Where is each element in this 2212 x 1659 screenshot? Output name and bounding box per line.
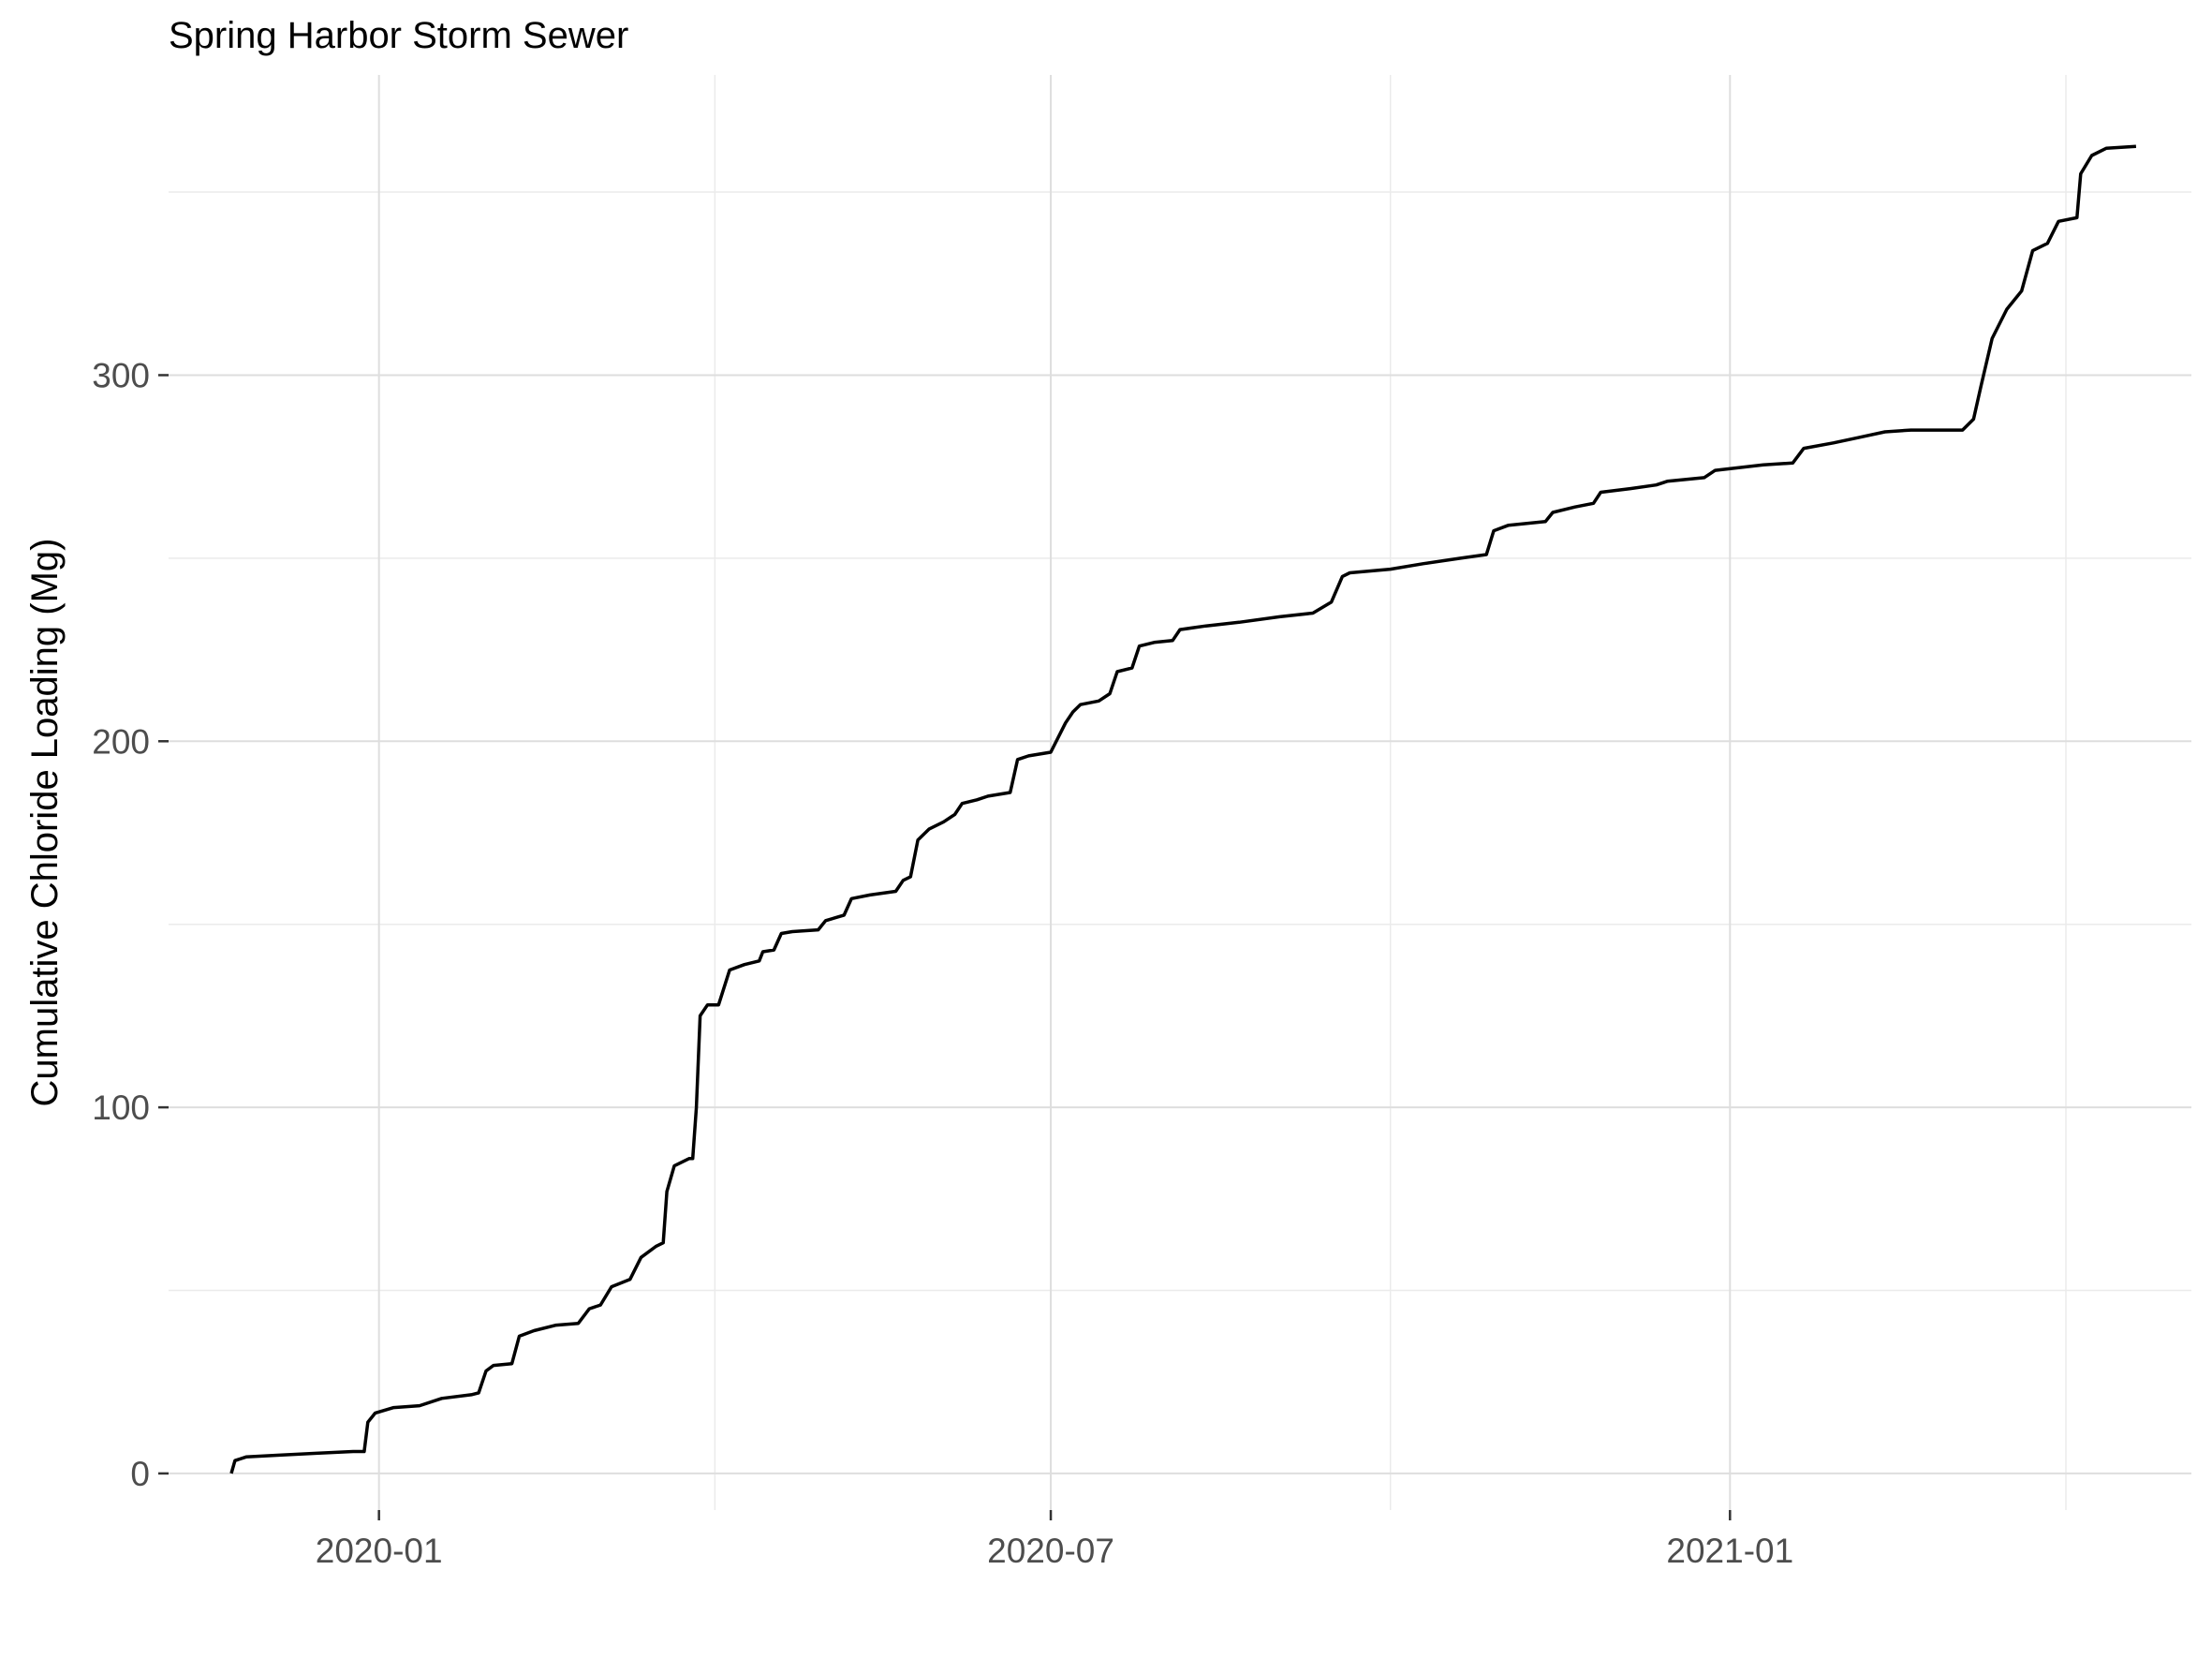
series-line [229, 144, 2137, 1474]
x-tick-label: 2020-07 [987, 1532, 1114, 1570]
chart-title: Spring Harbor Storm Sewer [169, 15, 628, 56]
x-tick-label: 2020-01 [316, 1532, 443, 1570]
grid [169, 75, 2191, 1510]
y-tick-label: 300 [92, 356, 150, 394]
x-tick-label: 2021-01 [1666, 1532, 1793, 1570]
y-tick-label: 200 [92, 722, 150, 761]
y-axis-label: Cumulative Chloride Loading (Mg) [24, 539, 66, 1107]
y-tick-label: 100 [92, 1089, 150, 1127]
y-tick-label: 0 [130, 1455, 150, 1493]
axis-ticks: 0 100 200 300 2020-01 2020-07 2021-01 [92, 356, 1793, 1570]
